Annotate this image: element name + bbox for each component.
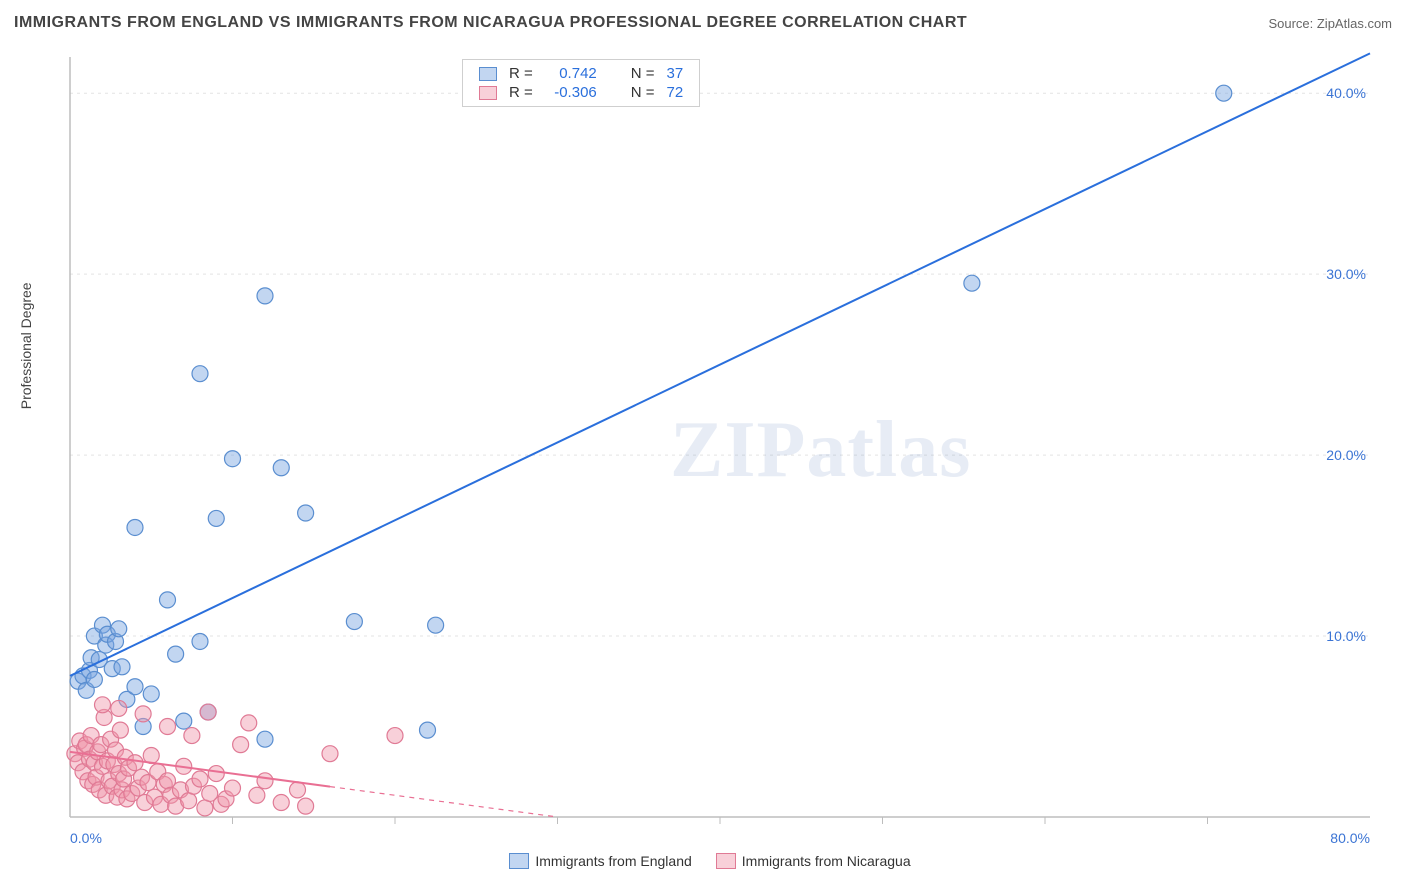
data-point <box>233 737 249 753</box>
data-point <box>86 671 102 687</box>
data-point <box>257 731 273 747</box>
data-point <box>257 773 273 789</box>
regression-line-dashed <box>330 787 558 817</box>
stats-r-label: R = <box>503 64 539 83</box>
legend-swatch <box>479 86 497 100</box>
data-point <box>428 617 444 633</box>
legend-swatch <box>716 853 736 869</box>
stats-row: R =-0.306 N =72 <box>473 83 689 102</box>
stats-r-label: R = <box>503 83 539 102</box>
data-point <box>135 706 151 722</box>
stats-r-value: -0.306 <box>539 83 603 102</box>
data-point <box>127 519 143 535</box>
legend-item: Immigrants from England <box>509 853 691 869</box>
legend-item: Immigrants from Nicaragua <box>716 853 911 869</box>
legend-label: Immigrants from England <box>535 853 691 869</box>
data-point <box>112 722 128 738</box>
data-point <box>143 686 159 702</box>
data-point <box>184 728 200 744</box>
bottom-legend: Immigrants from England Immigrants from N… <box>30 853 1390 869</box>
data-point <box>257 288 273 304</box>
stats-row: R =0.742 N =37 <box>473 64 689 83</box>
regression-line <box>70 53 1370 675</box>
data-point <box>1216 85 1232 101</box>
y-axis-label: Professional Degree <box>18 282 34 409</box>
data-point <box>176 713 192 729</box>
legend-label: Immigrants from Nicaragua <box>742 853 911 869</box>
data-point <box>181 793 197 809</box>
data-point <box>95 697 111 713</box>
y-tick-label: 20.0% <box>1326 447 1366 463</box>
stats-n-value: 37 <box>661 64 690 83</box>
stats-legend-box: R =0.742 N =37 R =-0.306 N =72 <box>462 59 700 107</box>
legend-swatch <box>479 67 497 81</box>
x-tick-label: 80.0% <box>1330 830 1370 845</box>
data-point <box>273 795 289 811</box>
stats-n-label: N = <box>625 64 661 83</box>
data-point <box>192 366 208 382</box>
stats-n-label: N = <box>625 83 661 102</box>
data-point <box>160 719 176 735</box>
scatter-chart-svg: 0.0% 80.0% 10.0% 20.0% 30.0% 40.0% <box>30 45 1390 845</box>
data-point <box>192 633 208 649</box>
y-tick-label: 10.0% <box>1326 628 1366 644</box>
x-tick-label: 0.0% <box>70 830 102 845</box>
stats-n-value: 72 <box>661 83 690 102</box>
data-point <box>111 700 127 716</box>
data-point <box>298 798 314 814</box>
data-point <box>160 592 176 608</box>
data-point <box>225 780 241 796</box>
chart-title: IMMIGRANTS FROM ENGLAND VS IMMIGRANTS FR… <box>14 14 967 32</box>
data-point <box>298 505 314 521</box>
data-point <box>273 460 289 476</box>
data-point <box>200 704 216 720</box>
plot-area: Professional Degree 0.0%80.0%10.0%20.0%3… <box>30 45 1390 875</box>
data-point <box>346 614 362 630</box>
source-label: Source: ZipAtlas.com <box>1268 16 1392 31</box>
data-point <box>127 755 143 771</box>
data-point <box>127 679 143 695</box>
data-point <box>208 766 224 782</box>
data-point <box>241 715 257 731</box>
data-point <box>168 646 184 662</box>
data-point <box>964 275 980 291</box>
stats-r-value: 0.742 <box>539 64 603 83</box>
data-point <box>111 621 127 637</box>
data-point <box>225 451 241 467</box>
data-point <box>197 800 213 816</box>
data-point <box>290 782 306 798</box>
data-point <box>114 659 130 675</box>
title-bar: IMMIGRANTS FROM ENGLAND VS IMMIGRANTS FR… <box>14 14 1392 32</box>
data-point <box>192 771 208 787</box>
data-point <box>322 746 338 762</box>
data-point <box>387 728 403 744</box>
data-point <box>249 787 265 803</box>
y-tick-label: 30.0% <box>1326 266 1366 282</box>
data-point <box>208 510 224 526</box>
y-tick-label: 40.0% <box>1326 85 1366 101</box>
legend-swatch <box>509 853 529 869</box>
data-point <box>420 722 436 738</box>
